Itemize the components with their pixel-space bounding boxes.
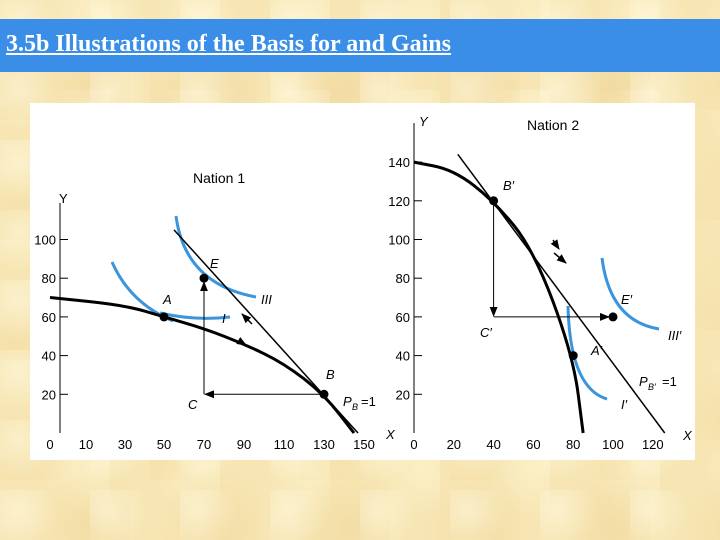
nation1-label-C: C: [188, 397, 198, 412]
nation1-indifference-curve-III: [174, 215, 257, 299]
nation2-x-ticks: 0 20 40 60 80 100 120: [410, 437, 663, 452]
n1-y-tick-label-60: 60: [42, 310, 56, 325]
nation2-label-Bprime: B′: [503, 178, 515, 193]
nation2-label-Cprime: C′: [480, 325, 492, 340]
n2-y-tick-label-120: 120: [388, 194, 410, 209]
n2-y-tick-label-100: 100: [388, 233, 410, 248]
nation1-title: Nation 1: [193, 170, 245, 186]
nation1-panel: 20 40 60 80 100 0 10 30 50 70 90 110 130 150 Y X Nat…: [34, 170, 396, 452]
nation2-trade-triangle: [489, 200, 610, 321]
nation1-price-label: P B =1: [343, 394, 376, 412]
nation2-indifference-curve-I: [566, 305, 608, 401]
n2-x-tick-label-0: 0: [410, 437, 417, 452]
n1-x-tick-label-110: 110: [274, 437, 295, 452]
nation1-x-axis-label: X: [385, 427, 396, 442]
n2-x-tick-label-20: 20: [447, 437, 461, 452]
n1-y-tick-label-20: 20: [42, 387, 56, 402]
nation2-price-P: P: [639, 374, 648, 389]
nation2-production-frontier: [413, 160, 585, 434]
nation2-price-eq: =1: [662, 374, 677, 389]
nation1-label-B: B: [326, 367, 335, 382]
n1-x-tick-label-90: 90: [237, 437, 251, 452]
n2-x-tick-label-40: 40: [486, 437, 500, 452]
n2-y-tick-label-140: 140: [388, 155, 410, 170]
nation1-y-ticks: 20 40 60 80 100: [34, 233, 68, 402]
nation1-price-P: P: [343, 394, 352, 409]
diagram-svg: 20 40 60 80 100 0 10 30 50 70 90 110 130 150 Y X Nat…: [34, 114, 693, 452]
nation2-title: Nation 2: [527, 117, 579, 133]
nation1-price-sub: B: [352, 402, 358, 412]
nation1-production-frontier: [49, 296, 356, 434]
n1-x-tick-label-0: 0: [46, 437, 53, 452]
n1-x-tick-label-30: 30: [118, 437, 132, 452]
nation2-ppf-arrow: [550, 239, 560, 250]
nation1-trade-triangle: [200, 281, 324, 399]
nation2-trade-arrow: [553, 252, 567, 264]
n2-x-tick-label-120: 120: [642, 437, 664, 452]
nation1-y-axis-label: Y: [59, 191, 68, 206]
n1-x-tick-label-130: 130: [313, 437, 335, 452]
n2-x-tick-label-80: 80: [566, 437, 580, 452]
n2-y-tick-label-20: 20: [396, 387, 410, 402]
nation2-indifference-curve-III: [600, 257, 660, 331]
nation2-price-label: P B′ =1: [639, 374, 677, 392]
nation2-label-Eprime: E′: [621, 292, 633, 307]
nation2-label-Aprime: A′: [590, 343, 603, 358]
title-bar: [0, 19, 720, 72]
nation1-point-B: [319, 389, 329, 399]
n2-y-tick-label-40: 40: [396, 349, 410, 364]
n2-x-tick-label-100: 100: [602, 437, 624, 452]
nation1-x-ticks: 0 10 30 50 70 90 110 130 150: [46, 437, 374, 452]
nation1-label-E: E: [210, 256, 219, 271]
n1-y-tick-label-80: 80: [42, 271, 56, 286]
n2-y-tick-label-80: 80: [396, 271, 410, 286]
nation1-trade-arrow: [241, 313, 253, 325]
n1-x-tick-label-10: 10: [79, 437, 93, 452]
nation1-point-E: [199, 273, 209, 283]
nation2-trade-line: [457, 153, 666, 434]
nation2-x-axis-label: X: [682, 428, 693, 443]
nation2-label-Iprime: I′: [621, 397, 628, 412]
n1-x-tick-label-70: 70: [197, 437, 211, 452]
nation1-label-A: A: [162, 292, 172, 307]
nation2-panel: 20 40 60 80 100 120 140 0 20 40 60 80 100 120 Y X Na…: [388, 114, 693, 452]
nation2-point-Bprime: [489, 196, 499, 206]
nation1-label-I: I: [222, 311, 226, 326]
figure-panel: 20 40 60 80 100 0 10 30 50 70 90 110 130 150 Y X Nat…: [30, 103, 695, 460]
nation2-point-Aprime: [568, 351, 578, 361]
nation1-price-eq: =1: [361, 394, 376, 409]
nation2-price-sub: B′: [648, 382, 656, 392]
n1-x-tick-label-150: 150: [353, 437, 375, 452]
slide-title: 3.5b Illustrations of the Basis for and …: [6, 31, 451, 57]
n1-x-tick-label-50: 50: [157, 437, 171, 452]
nation1-point-A: [159, 312, 169, 322]
n1-y-tick-label-100: 100: [34, 233, 56, 248]
nation1-ppf-arrow: [236, 337, 247, 346]
nation2-point-Eprime: [608, 312, 618, 322]
nation2-y-ticks: 20 40 60 80 100 120 140: [388, 155, 422, 402]
nation1-trade-line: [173, 229, 359, 434]
nation2-label-IIIprime: III′: [668, 328, 682, 343]
nation2-y-axis-label: Y: [419, 114, 429, 129]
n2-x-tick-label-60: 60: [526, 437, 540, 452]
nation1-label-III: III: [261, 292, 272, 307]
n2-y-tick-label-60: 60: [396, 310, 410, 325]
n1-y-tick-label-40: 40: [42, 349, 56, 364]
